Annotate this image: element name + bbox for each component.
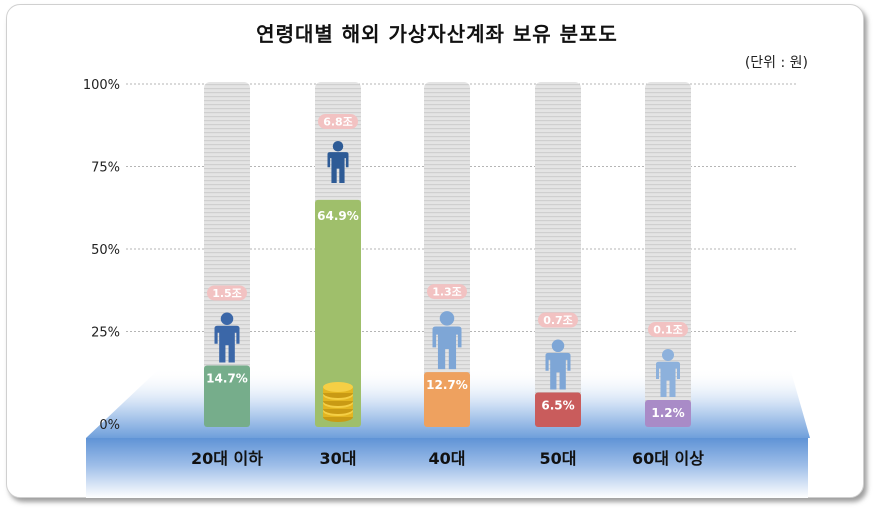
amount-label: 6.8조 <box>323 116 353 129</box>
unit-label: (단위 : 원) <box>744 55 808 71</box>
person-icon <box>214 312 240 363</box>
amount-label: 0.7조 <box>543 314 573 327</box>
person-body <box>656 361 680 397</box>
columns-layer <box>204 82 691 410</box>
person-head <box>220 312 234 325</box>
amount-label: 1.3조 <box>432 286 462 299</box>
y-tick-label: 25% <box>91 326 120 341</box>
bar <box>535 392 581 427</box>
bar-value-label: 64.9% <box>317 209 359 223</box>
person-icon <box>545 339 571 390</box>
amount-badge <box>538 312 578 328</box>
x-category-label: 50대 <box>540 449 577 468</box>
x-category-label: 30대 <box>320 449 357 468</box>
amount-badge <box>207 285 247 301</box>
amount-badge <box>648 322 688 337</box>
bar-value-label: 6.5% <box>541 399 574 413</box>
y-tick-label: 50% <box>91 243 120 258</box>
grid-layer: 100% 75% 50% 25% 0% <box>83 78 797 433</box>
person-body <box>432 326 462 370</box>
x-category-label: 40대 <box>429 449 466 468</box>
person-head <box>551 339 565 353</box>
y-tick-label: 0% <box>99 418 120 433</box>
column-background <box>424 82 470 410</box>
column-background <box>535 82 581 410</box>
x-category-label: 20대 이하 <box>191 449 263 468</box>
bar <box>204 365 250 427</box>
bar <box>424 372 470 427</box>
person-body <box>545 352 571 390</box>
person-icon <box>432 311 462 370</box>
bar-value-label: 14.7% <box>206 371 248 385</box>
amount-badge <box>427 284 467 300</box>
floor-base <box>86 438 808 498</box>
person-icon <box>656 349 680 397</box>
x-category-label: 60대 이상 <box>632 449 704 468</box>
column-background <box>204 82 250 410</box>
labels-layer: 14.7% 64.9% 12.7% 6.5% 1.2% 1.5조 6.8조 1.3조 0.7조 0… <box>191 114 704 468</box>
person-head <box>662 349 674 361</box>
bars-layer <box>204 199 691 427</box>
bar-value-label: 1.2% <box>651 406 684 420</box>
person-head <box>439 311 455 326</box>
y-tick-label: 75% <box>91 161 120 176</box>
person-head <box>332 141 344 152</box>
coin <box>323 382 353 392</box>
bar-value-label: 12.7% <box>426 378 468 392</box>
coins-icon <box>323 382 353 422</box>
bar <box>315 199 361 427</box>
bar <box>645 400 691 427</box>
amount-label: 1.5조 <box>212 287 242 300</box>
chart-title: 연령대별 해외 가상자산계좌 보유 분포도 <box>256 22 618 46</box>
amount-badge <box>318 114 358 129</box>
amount-label: 0.1조 <box>653 324 683 337</box>
person-icon-30s <box>327 141 349 183</box>
person-body <box>214 325 240 363</box>
y-tick-label: 100% <box>83 78 120 93</box>
person-body <box>327 152 349 183</box>
